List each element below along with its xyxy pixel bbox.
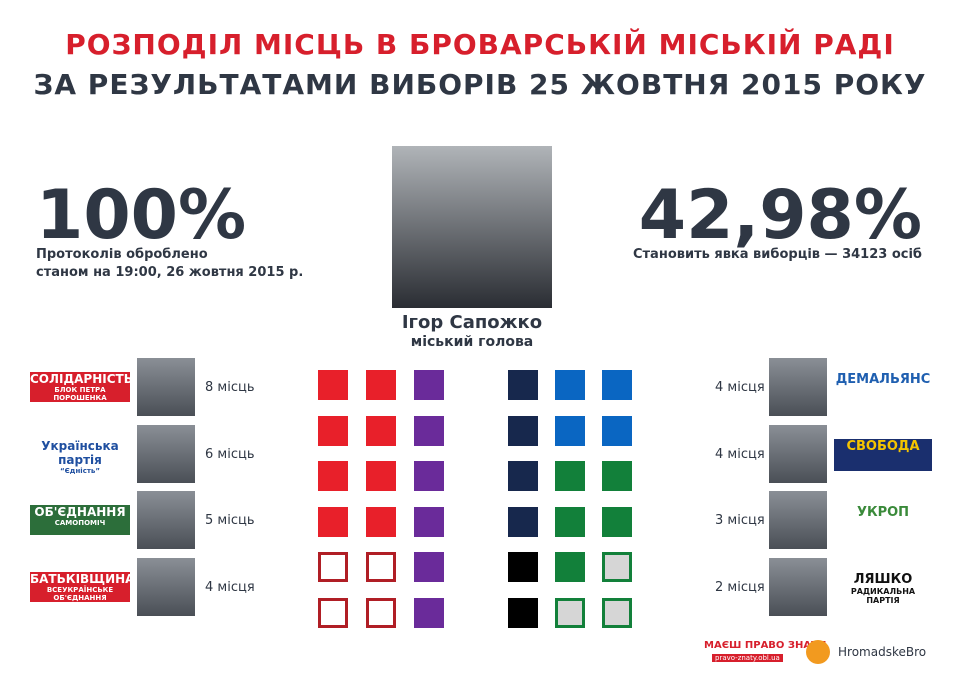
seat-square [555,506,585,537]
seat-square [602,597,632,628]
seat-count: 4 місця [715,447,765,462]
seat-square [508,506,538,537]
seat-count: 2 місця [715,580,765,595]
seat-square [318,506,348,537]
logo-text: “Єдність” [60,467,100,475]
logo-text: Українська партія [41,439,119,467]
logo-text: ЛЯШКО [853,572,913,587]
party-logo: УКРОП [834,505,932,537]
seat-square [602,552,632,582]
seat-square [318,461,348,491]
logo-text: ОБ'ЄДНАННЯ [34,505,126,519]
seat-square [318,370,348,400]
seat-square [414,552,444,582]
party-logo: СВОБОДА [834,439,932,471]
seat-count: 3 місця [715,513,765,528]
seat-square [366,506,396,537]
seat-square [414,506,444,537]
seat-square [366,552,396,582]
seat-square [366,597,396,628]
seat-square [508,415,538,446]
seat-square [555,415,585,446]
party-leader-photo [137,425,195,483]
party-leader-photo [769,425,827,483]
seat-square [414,415,444,446]
seat-square [414,370,444,400]
seat-count: 8 місць [205,380,255,395]
seat-square [508,370,538,400]
party-leader-photo [137,491,195,549]
seat-square [508,461,538,491]
stat-text: Протоколів оброблено [36,247,208,262]
seat-square [414,597,444,628]
seat-square [602,415,632,446]
stat-text: Становить явка виборців — 34123 осіб [632,247,922,262]
seat-square [318,415,348,446]
footer-logo: МАЄШ ПРАВО ЗНАТИ [704,640,827,651]
logo-text: БАТЬКІВЩИНА [30,572,135,586]
party-leader-photo [137,558,195,616]
party-logo: ЛЯШКО РАДИКАЛЬНА ПАРТІЯ [834,572,932,605]
party-leader-photo [137,358,195,416]
seat-count: 4 місця [205,580,255,595]
logo-text: ВСЕУКРАЇНСЬКЕ ОБ'ЄДНАННЯ [46,586,114,602]
seat-square [602,461,632,491]
subtitle: ЗА РЕЗУЛЬТАТАМИ ВИБОРІВ 25 ЖОВТНЯ 2015 Р… [33,68,927,101]
logo-text: БЛОК ПЕТРА ПОРОШЕНКА [53,386,107,402]
seat-square [508,597,538,628]
seat-square [366,461,396,491]
footer-url: pravo-znaty.obl.ua [712,654,783,662]
seat-count: 5 місць [205,513,255,528]
seat-square [366,370,396,400]
footer-brand: HromadskeBro [838,645,927,659]
party-leader-photo [769,558,827,616]
logo-text: САМОПОМІЧ [54,519,106,527]
logo-text: УКРОП [856,505,910,520]
footer-icon [806,640,830,664]
seat-count: 4 місця [715,380,765,395]
seat-square [602,506,632,537]
mayor-photo [392,146,552,308]
mayor-name: Ігор Сапожко [401,312,543,333]
seat-square [318,552,348,582]
stat-value: 42,98% [638,176,922,255]
seat-square [555,597,585,628]
party-leader-photo [769,358,827,416]
party-logo: Українська партія “Єдність” [30,439,130,475]
party-leader-photo [769,491,827,549]
logo-text: ДЕМАЛЬЯНС [835,372,931,387]
seat-square [555,370,585,400]
seat-square [555,552,585,582]
seat-square [414,461,444,491]
seat-count: 6 місць [205,447,255,462]
stat-text: станом на 19:00, 26 жовтня 2015 р. [36,265,304,280]
logo-text: РАДИКАЛЬНА ПАРТІЯ [850,587,916,605]
seat-square [366,415,396,446]
party-logo: СОЛІДАРНІСТЬ БЛОК ПЕТРА ПОРОШЕНКА [30,372,133,402]
stat-value: 100% [36,176,247,255]
title: РОЗПОДІЛ МІСЦЬ В БРОВАРСЬКІЙ МІСЬКІЙ РАД… [65,28,895,61]
mayor-role: міський голова [410,334,534,350]
seat-square [508,552,538,582]
seat-square [602,370,632,400]
party-logo: ОБ'ЄДНАННЯ САМОПОМІЧ [30,505,130,535]
seat-square [555,461,585,491]
party-logo: БАТЬКІВЩИНА ВСЕУКРАЇНСЬКЕ ОБ'ЄДНАННЯ [30,572,135,602]
party-logo: ДЕМАЛЬЯНС [834,372,932,404]
logo-text: СОЛІДАРНІСТЬ [30,372,133,386]
logo-text: СВОБОДА [846,439,920,454]
seat-square [318,597,348,628]
